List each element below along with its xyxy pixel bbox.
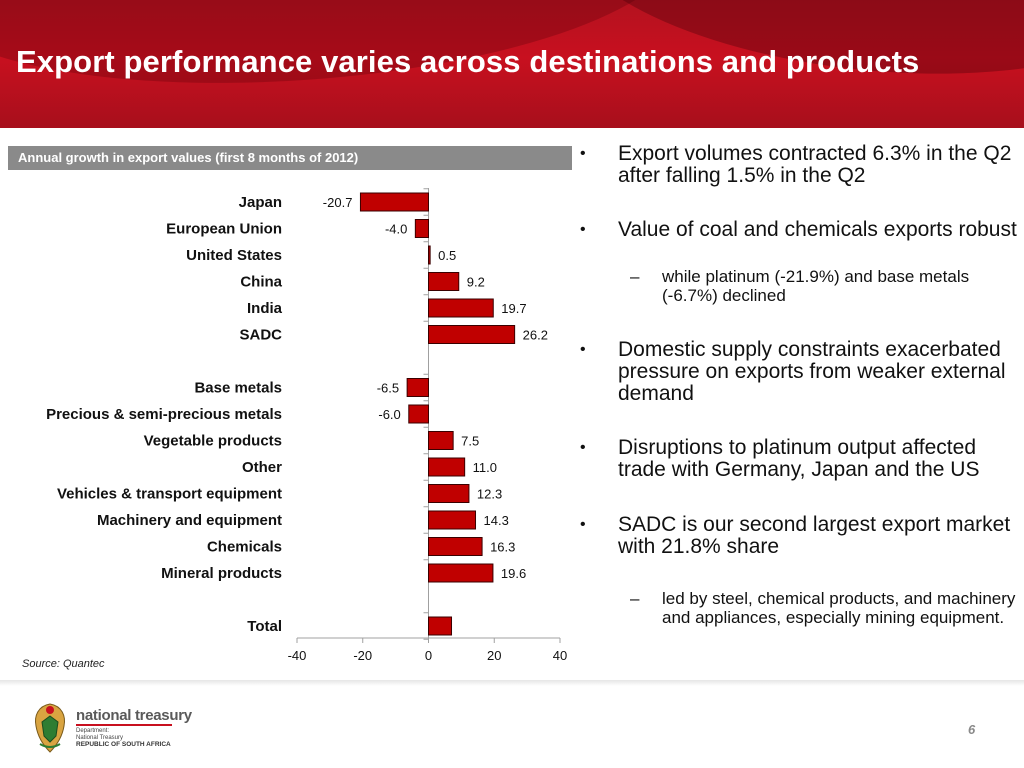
bar: [428, 272, 460, 291]
data-label: 14.3: [484, 513, 509, 528]
bullet-text: SADC is our second largest export market…: [618, 513, 1011, 558]
category-label: Total: [247, 618, 282, 635]
x-tick-label: 20: [487, 648, 501, 663]
bullet-text: Disruptions to platinum output affected …: [618, 436, 980, 481]
bar: [414, 219, 430, 238]
data-label: 7.5: [461, 434, 479, 449]
sub-bullet-text: while platinum (-21.9%) and base metals …: [662, 267, 970, 305]
data-label: 11.0: [473, 460, 497, 475]
category-label: Chemicals: [207, 539, 282, 556]
export-growth-chart: -40 -20 0 20 40 Japan -20.7 European Union -4.0 U…: [46, 188, 567, 663]
logo-dept-line: Department:: [76, 728, 110, 734]
category-label: United States: [186, 247, 282, 264]
bar: [428, 431, 454, 450]
bullet-marker: •: [580, 221, 586, 238]
footer-divider: [0, 680, 1024, 686]
data-label: 26.2: [523, 328, 548, 343]
bar: [428, 325, 516, 344]
x-tick-label: 40: [553, 648, 567, 663]
category-label: Other: [242, 459, 282, 476]
bar: [428, 537, 483, 556]
category-label: Mineral products: [161, 565, 282, 582]
data-label: -4.0: [385, 222, 407, 237]
category-label: Machinery and equipment: [97, 512, 282, 529]
data-label: -20.7: [323, 195, 353, 210]
bar: [359, 192, 430, 212]
bullet-marker: •: [580, 145, 586, 162]
category-label: Precious & semi-precious metals: [46, 406, 282, 423]
bullet-marker: •: [580, 516, 586, 533]
slide-title: Export performance varies across destina…: [16, 44, 920, 79]
bullet-marker: •: [580, 439, 586, 456]
bar: [428, 484, 470, 503]
bar: [428, 298, 494, 318]
data-label: -6.5: [377, 381, 399, 396]
category-label: India: [247, 300, 283, 317]
bar: [406, 378, 430, 397]
bullet-marker: •: [580, 341, 586, 358]
logo-name: national treasury: [76, 707, 192, 724]
data-label: 19.6: [501, 566, 526, 581]
chart-header: Annual growth in export values (first 8 …: [8, 146, 572, 170]
category-label: Vegetable products: [144, 433, 282, 450]
bullet-text: Export volumes contracted 6.3% in the Q2…: [618, 142, 1012, 187]
data-label: 12.3: [477, 487, 502, 502]
x-tick-label: -20: [353, 648, 372, 663]
bar: [428, 563, 494, 583]
logo-country: REPUBLIC OF SOUTH AFRICA: [76, 741, 171, 748]
data-label: -6.0: [378, 407, 400, 422]
bullet-text: Domestic supply constraints exacerbated …: [618, 338, 1006, 405]
sub-bullet-marker: –: [630, 267, 640, 286]
title-banner: [0, 0, 1024, 128]
data-label: 9.2: [467, 275, 485, 290]
bar: [428, 457, 466, 477]
sub-bullet-marker: –: [630, 589, 640, 608]
category-label: Japan: [239, 194, 282, 211]
category-label: Base metals: [194, 380, 282, 397]
logo-dept-line: National Treasury: [76, 735, 124, 741]
source-note: Source: Quantec: [22, 658, 105, 670]
x-tick-label: 0: [425, 648, 432, 663]
bullet-text: Value of coal and chemicals exports robu…: [618, 218, 1017, 241]
sub-bullet-text: led by steel, chemical products, and mac…: [662, 589, 1016, 627]
data-label: 16.3: [490, 540, 515, 555]
category-label: Vehicles & transport equipment: [57, 486, 282, 503]
data-label: 0.5: [438, 248, 456, 263]
category-label: China: [240, 274, 282, 291]
category-label: European Union: [166, 221, 282, 238]
bar: [428, 245, 431, 265]
category-label: SADC: [239, 327, 282, 344]
logo-rule: [76, 724, 172, 726]
x-tick-label: -40: [288, 648, 307, 663]
bar: [408, 404, 429, 424]
coat-of-arms-logo: [35, 703, 65, 753]
bar: [428, 616, 453, 636]
bar: [428, 510, 477, 530]
page-number: 6: [968, 722, 976, 737]
data-label: 19.7: [501, 301, 526, 316]
